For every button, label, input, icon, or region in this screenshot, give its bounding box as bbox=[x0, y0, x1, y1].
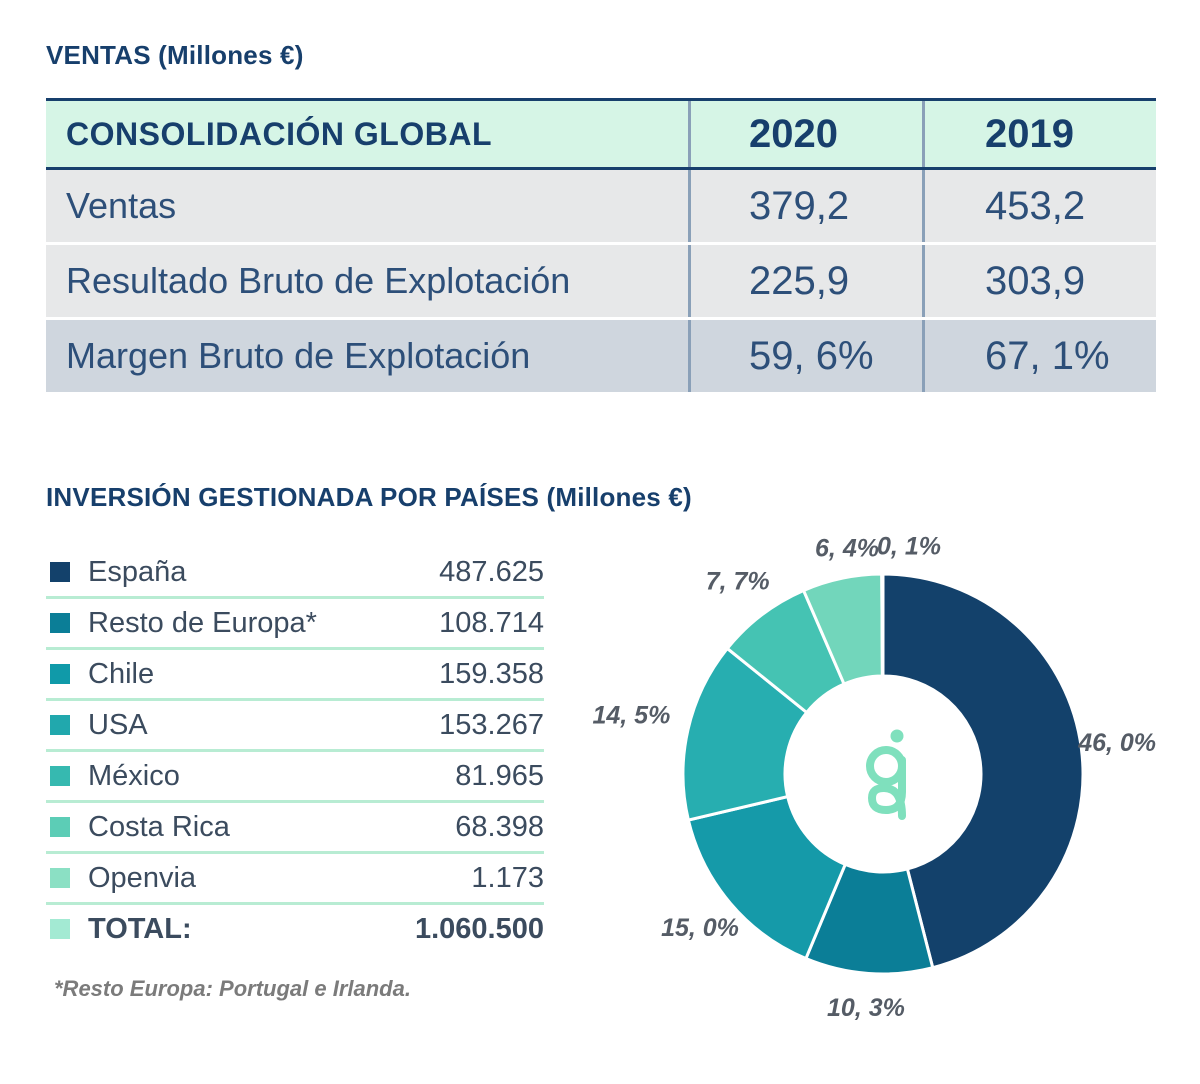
investment-legend: España 487.625 Resto de Europa* 108.714 Chil… bbox=[46, 548, 544, 953]
legend-row: Chile 159.358 bbox=[46, 650, 544, 701]
legend-country: TOTAL: bbox=[88, 912, 192, 945]
legend-row: Resto de Europa* 108.714 bbox=[46, 599, 544, 650]
legend-swatch bbox=[50, 562, 70, 582]
legend-row: España 487.625 bbox=[46, 548, 544, 599]
legend-country: México bbox=[88, 759, 180, 792]
legend-country: Resto de Europa* bbox=[88, 606, 317, 639]
header-consolidation: CONSOLIDACIÓN GLOBAL bbox=[66, 115, 492, 152]
row-label: Ventas bbox=[66, 185, 177, 226]
sales-table-header: CONSOLIDACIÓN GLOBAL 2020 2019 bbox=[46, 101, 1156, 170]
donut-label: 10, 3% bbox=[827, 994, 905, 1020]
sales-title: VENTAS (Millones €) bbox=[46, 40, 304, 70]
legend-total-row: TOTAL: 1.060.500 bbox=[46, 905, 544, 953]
legend-country: España bbox=[88, 555, 187, 588]
legend-row: Openvia 1.173 bbox=[46, 854, 544, 905]
donut-slice-openvia bbox=[880, 572, 885, 678]
header-2020: 2020 bbox=[688, 101, 922, 167]
legend-swatch bbox=[50, 613, 70, 633]
donut-slice-usa bbox=[681, 646, 809, 822]
table-row: Ventas 379,2 453,2 bbox=[46, 170, 1156, 245]
legend-swatch bbox=[50, 766, 70, 786]
investment-donut-chart: 46, 0% 10, 3% 15, 0% 14, 5% 7, 7% 6, 4%0, 1% bbox=[592, 533, 1156, 1020]
legend-row: México 81.965 bbox=[46, 752, 544, 803]
header-2019: 2019 bbox=[922, 101, 1156, 167]
row-value-2020: 59, 6% bbox=[688, 320, 922, 392]
sales-table: CONSOLIDACIÓN GLOBAL 2020 2019 Ventas 37… bbox=[46, 98, 1156, 392]
row-value-2019: 453,2 bbox=[922, 170, 1156, 242]
row-value-2020: 379,2 bbox=[688, 170, 922, 242]
row-value-2020: 225,9 bbox=[688, 245, 922, 317]
legend-value: 1.173 bbox=[471, 861, 544, 894]
legend-swatch bbox=[50, 664, 70, 684]
legend-country: USA bbox=[88, 708, 148, 741]
donut-label: 0, 1% bbox=[877, 533, 941, 561]
legend-value: 153.267 bbox=[439, 708, 544, 741]
legend-country: Chile bbox=[88, 657, 155, 690]
donut-label: 14, 5% bbox=[592, 702, 670, 730]
legend-value: 159.358 bbox=[439, 657, 544, 690]
donut-slices bbox=[681, 572, 1085, 976]
donut-label: 46, 0% bbox=[1077, 729, 1156, 757]
legend-swatch bbox=[50, 919, 70, 939]
legend-swatch bbox=[50, 817, 70, 837]
legend-value: 81.965 bbox=[455, 759, 544, 792]
row-label: Margen Bruto de Explotación bbox=[66, 335, 531, 376]
donut-label: 6, 4% bbox=[815, 535, 879, 563]
footnote: *Resto Europa: Portugal e Irlanda. bbox=[54, 976, 411, 1001]
legend-value: 1.060.500 bbox=[414, 912, 544, 945]
legend-swatch bbox=[50, 715, 70, 735]
donut-labels: 46, 0% 10, 3% 15, 0% 14, 5% 7, 7% 6, 4%0, 1% bbox=[592, 533, 1156, 1020]
table-row: Resultado Bruto de Explotación 225,9 303… bbox=[46, 245, 1156, 320]
legend-swatch bbox=[50, 868, 70, 888]
legend-country: Costa Rica bbox=[88, 810, 230, 843]
legend-row: Costa Rica 68.398 bbox=[46, 803, 544, 854]
row-value-2019: 303,9 bbox=[922, 245, 1156, 317]
table-row: Margen Bruto de Explotación 59, 6% 67, 1… bbox=[46, 320, 1156, 392]
row-value-2019: 67, 1% bbox=[922, 320, 1156, 392]
legend-value: 108.714 bbox=[439, 606, 544, 639]
donut-label: 15, 0% bbox=[661, 914, 739, 942]
legend-value: 68.398 bbox=[455, 810, 544, 843]
legend-country: Openvia bbox=[88, 861, 197, 894]
donut-slice-españa bbox=[881, 572, 1085, 970]
donut-label: 7, 7% bbox=[706, 568, 770, 596]
brand-logo-icon bbox=[866, 729, 906, 820]
row-label: Resultado Bruto de Explotación bbox=[66, 260, 571, 301]
investment-title: INVERSIÓN GESTIONADA POR PAÍSES (Millone… bbox=[46, 482, 692, 512]
legend-value: 487.625 bbox=[439, 555, 544, 588]
legend-row: USA 153.267 bbox=[46, 701, 544, 752]
